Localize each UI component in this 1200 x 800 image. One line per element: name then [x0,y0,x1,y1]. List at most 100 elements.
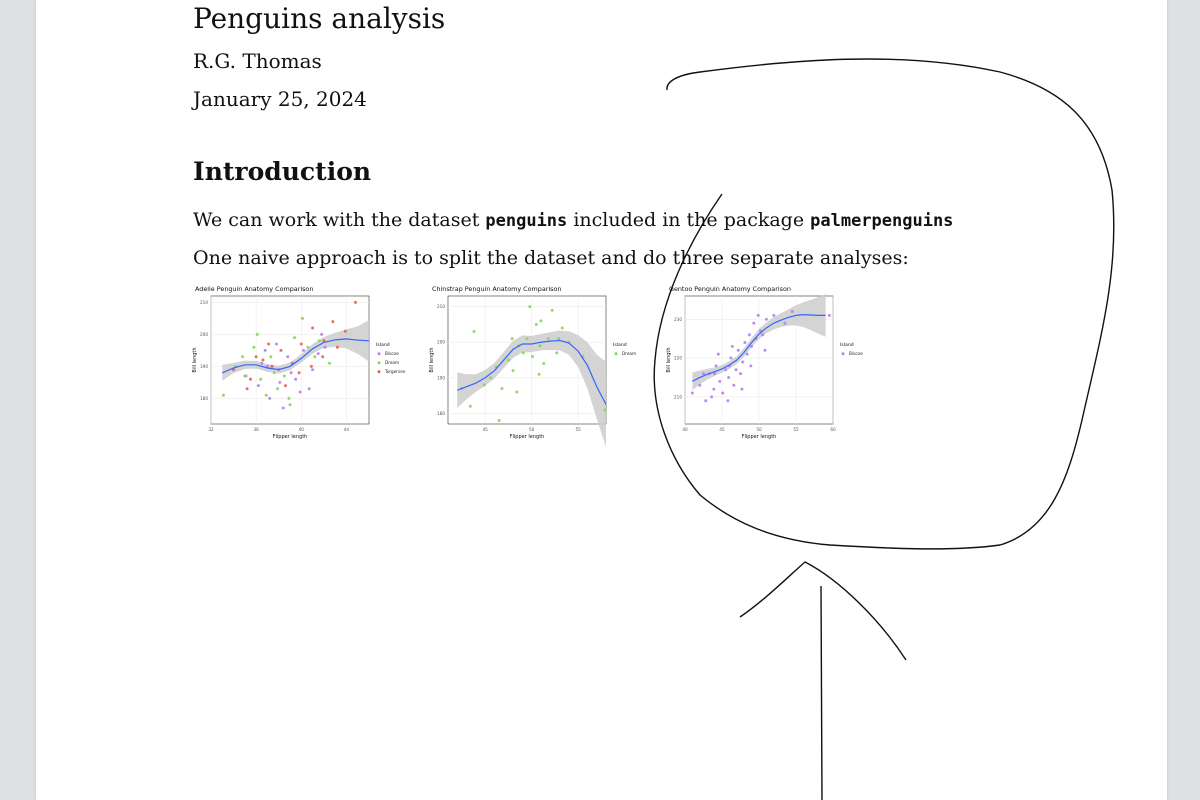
y-axis-label: Bill length [429,347,435,372]
y-tick-label: 190 [437,375,445,380]
data-point [726,399,730,403]
data-point [534,322,538,326]
data-point [721,391,725,395]
paragraph-approach: One naive approach is to split the datas… [193,247,909,269]
data-point [603,408,607,412]
data-point [772,313,776,317]
data-point [702,372,705,376]
data-point [489,376,493,380]
data-point [724,368,728,372]
data-point [263,348,267,352]
x-tick-label: 50 [529,427,535,432]
paragraph-text: included in the package [567,209,811,231]
x-tick-label: 44 [344,427,350,432]
data-point [331,320,335,324]
y-tick-label: 210 [674,394,682,399]
section-heading: Introduction [193,157,372,186]
data-point [750,344,754,348]
data-point [281,406,285,410]
data-point [307,387,311,391]
document-author: R.G. Thomas [193,49,322,73]
data-point [335,345,339,349]
data-point [555,351,559,355]
data-point [734,368,738,372]
data-point [537,372,541,376]
chart-chinstrap: Chinstrap Penguin Anatomy Comparison 45 50… [428,282,638,448]
data-point [747,333,751,337]
chart-title: Chinstrap Penguin Anatomy Comparison [432,285,561,293]
data-point [531,354,535,358]
data-point [538,344,542,348]
data-point [528,305,532,309]
data-point [256,384,260,388]
data-point [500,386,504,390]
data-point [309,364,313,368]
data-point [287,396,291,400]
data-point [260,361,264,365]
document-title: Penguins analysis [193,2,446,35]
data-point [270,364,274,368]
data-point [525,337,529,341]
data-point [286,355,290,359]
data-point [743,341,747,345]
data-point [245,387,249,391]
y-tick-label: 180 [200,396,208,401]
data-point [353,300,357,304]
data-point [482,383,486,387]
legend-label: Dream [385,360,399,365]
data-point [265,364,269,368]
data-point [710,395,714,399]
data-point [323,345,327,349]
data-point [741,360,745,364]
data-point [322,339,326,343]
legend-key [841,352,845,356]
data-point [763,348,767,352]
data-point [761,333,765,337]
x-tick-label: 50 [756,427,762,432]
smooth-line [222,338,370,374]
data-point [764,317,768,321]
y-tick-label: 210 [437,304,445,309]
legend-label: Biscoe [385,351,399,356]
y-tick-label: 180 [437,411,445,416]
data-point [730,344,734,348]
data-point [320,332,324,336]
data-point [343,329,347,333]
data-point [729,356,733,360]
data-point [752,321,756,325]
data-point [278,380,282,384]
data-point [249,377,252,381]
x-tick-label: 45 [719,427,725,432]
data-point [255,332,259,336]
data-point [542,362,546,366]
data-point [288,403,292,407]
data-point [252,345,256,349]
legend-key [614,352,618,356]
legend-key [377,361,381,365]
data-point [515,390,519,394]
legend-title: Island [376,342,390,348]
code-palmerpenguins: palmerpenguins [810,211,954,231]
data-point [736,348,740,352]
data-point [716,352,720,356]
y-tick-label: 230 [674,317,682,322]
legend-label: Dream [622,351,636,356]
y-tick-label: 190 [200,364,208,369]
data-point [718,379,722,383]
data-point [472,330,476,334]
data-point [328,361,331,365]
data-point [221,393,225,397]
data-point [546,337,550,341]
data-point [261,358,265,362]
data-point [790,310,794,314]
data-point [297,371,301,375]
data-point [267,342,271,346]
data-point [259,377,263,381]
x-tick-label: 40 [682,427,688,432]
data-point [690,391,694,395]
data-point [698,383,702,387]
data-point [783,321,787,325]
data-point [300,316,304,320]
data-point [276,387,280,391]
x-tick-label: 60 [830,427,836,432]
